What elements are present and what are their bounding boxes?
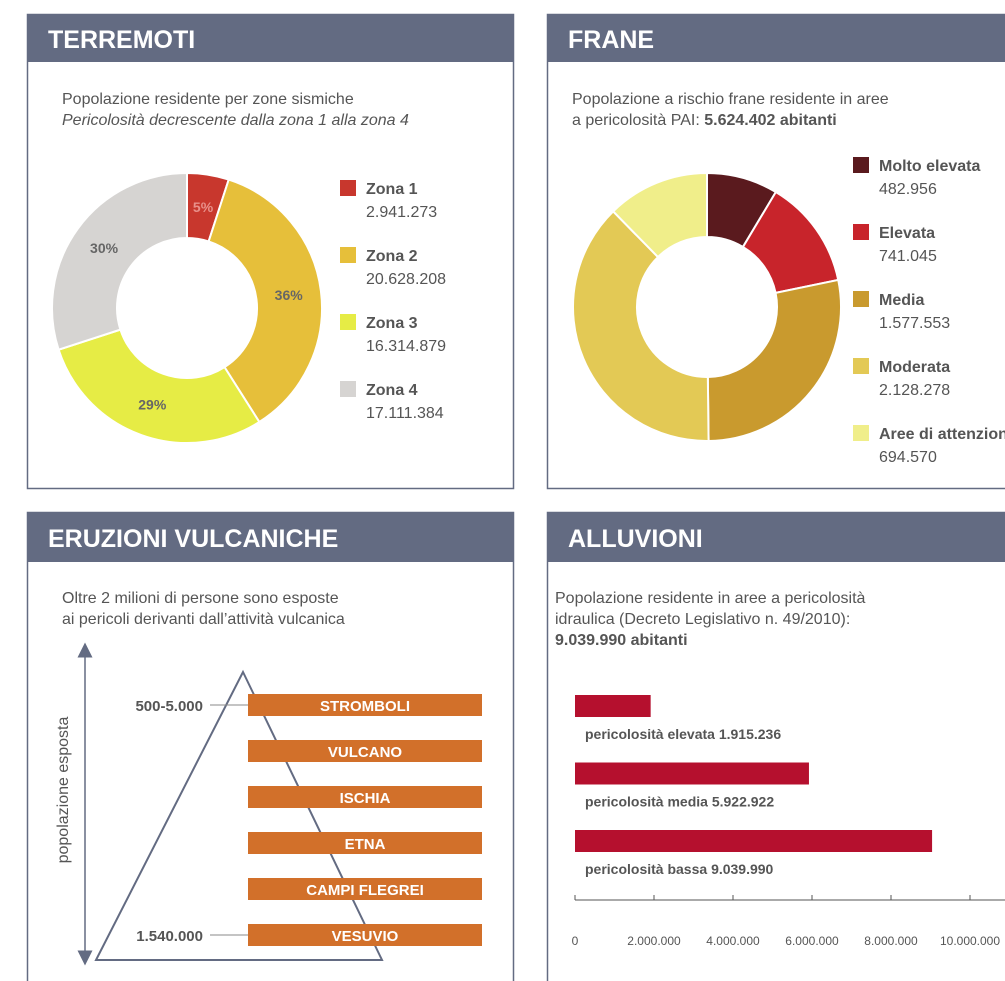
volcano-label: CAMPI FLEGREI xyxy=(306,882,424,899)
subtitle-text: a pericolosità PAI: xyxy=(572,112,704,129)
subtitle: Popolazione a rischio frane residente in… xyxy=(572,91,889,108)
legend-value: 16.314.879 xyxy=(366,338,446,355)
legend-name: Zona 3 xyxy=(366,315,418,332)
legend-swatch xyxy=(853,358,869,374)
x-tick-label: 2.000.000 xyxy=(627,934,681,948)
panel-header xyxy=(27,14,514,62)
subtitle: Oltre 2 milioni di persone sono esposte xyxy=(62,590,339,607)
legend-swatch xyxy=(340,247,356,263)
legend-swatch xyxy=(853,291,869,307)
legend-name: Media xyxy=(879,292,924,309)
volcano-label: ETNA xyxy=(345,836,386,853)
donut-slice xyxy=(706,278,842,443)
slice-label: 29% xyxy=(138,396,167,412)
slice-label: 36% xyxy=(275,287,304,303)
subtitle: Popolazione residente in aree a pericolo… xyxy=(555,590,866,607)
panel-title: FRANE xyxy=(568,26,654,54)
donut-slice xyxy=(207,178,323,424)
subtitle: 9.039.990 abitanti xyxy=(555,632,688,649)
bar-category: pericolosità media xyxy=(585,794,708,810)
legend-value: 482.956 xyxy=(879,181,937,198)
panel-header xyxy=(27,512,514,562)
volcano-bar xyxy=(248,694,482,716)
legend-value: 2.128.278 xyxy=(879,382,950,399)
donut-slice xyxy=(611,171,708,259)
bar-value: 5.922.922 xyxy=(712,794,774,810)
bar-value: 9.039.990 xyxy=(711,861,773,877)
legend-swatch xyxy=(340,314,356,330)
volcano-bar xyxy=(248,832,482,854)
legend-name: Elevata xyxy=(879,225,935,242)
bar xyxy=(575,762,809,785)
slice-label: 30% xyxy=(90,240,119,256)
x-tick-label: 10.000.000 xyxy=(940,934,1000,948)
subtitle: idraulica (Decreto Legislativo n. 49/201… xyxy=(555,611,850,628)
slice-label: 5% xyxy=(193,199,214,215)
donut-slice xyxy=(572,209,710,442)
legend-name: Aree di attenzione xyxy=(879,426,1005,443)
subtitle: a pericolosità PAI: 5.624.402 abitanti xyxy=(572,112,837,129)
volcano-bar xyxy=(248,878,482,900)
triangle xyxy=(94,669,384,961)
legend-swatch xyxy=(853,425,869,441)
subtitle: Pericolosità decrescente dalla zona 1 al… xyxy=(62,112,409,129)
bar-label: pericolosità media 5.922.922 xyxy=(585,794,774,810)
legend-swatch xyxy=(853,157,869,173)
legend-value: 20.628.208 xyxy=(366,271,446,288)
legend-value: 694.570 xyxy=(879,449,937,466)
legend-swatch xyxy=(340,180,356,196)
volcano-label: ISCHIA xyxy=(340,790,391,807)
legend-name: Moderata xyxy=(879,359,950,376)
donut-slice xyxy=(57,328,261,444)
x-tick-label: 6.000.000 xyxy=(785,934,839,948)
bar xyxy=(575,695,651,717)
volcano-label: STROMBOLI xyxy=(320,698,410,715)
subtitle: ai pericoli derivanti dall’attività vulc… xyxy=(62,611,345,628)
volcano-bar xyxy=(248,924,482,946)
donut-slice xyxy=(51,171,188,351)
legend-name: Molto elevata xyxy=(879,158,980,175)
bar-category: pericolosità bassa xyxy=(585,861,707,877)
panel-header xyxy=(547,512,1005,562)
volcano-bar xyxy=(248,740,482,762)
label: 1.540.000 xyxy=(136,928,203,945)
bar-value: 1.915.236 xyxy=(719,726,781,742)
x-tick-label: 0 xyxy=(572,934,579,948)
bar xyxy=(575,830,933,852)
legend-name: Zona 1 xyxy=(366,181,418,198)
legend-name: Zona 4 xyxy=(366,382,418,399)
panel xyxy=(546,511,1005,981)
x-tick-label: 4.000.000 xyxy=(706,934,760,948)
volcano-bar xyxy=(248,786,482,808)
volcano-label: VULCANO xyxy=(328,744,402,761)
panel-title: ALLUVIONI xyxy=(568,525,703,553)
legend-value: 741.045 xyxy=(879,248,937,265)
axis-label: popolazione esposta xyxy=(55,717,72,864)
bar-label: pericolosità elevata 1.915.236 xyxy=(585,726,781,742)
bar-label: pericolosità bassa 9.039.990 xyxy=(585,861,774,877)
subtitle-bold: 5.624.402 abitanti xyxy=(704,112,837,129)
bar-category: pericolosità elevata xyxy=(585,726,715,742)
legend-value: 17.111.384 xyxy=(366,405,444,422)
legend-swatch xyxy=(853,224,869,240)
legend-swatch xyxy=(340,381,356,397)
x-tick-label: 8.000.000 xyxy=(864,934,918,948)
legend-value: 1.577.553 xyxy=(879,315,950,332)
legend-value: 2.941.273 xyxy=(366,204,437,221)
legend-name: Zona 2 xyxy=(366,248,418,265)
panel-header xyxy=(547,14,1005,62)
label: 500-5.000 xyxy=(135,698,203,715)
volcano-label: VESUVIO xyxy=(332,928,399,945)
subtitle: Popolazione residente per zone sismiche xyxy=(62,91,354,108)
panel-title: TERREMOTI xyxy=(48,26,195,54)
panel-title: ERUZIONI VULCANICHE xyxy=(48,525,338,553)
